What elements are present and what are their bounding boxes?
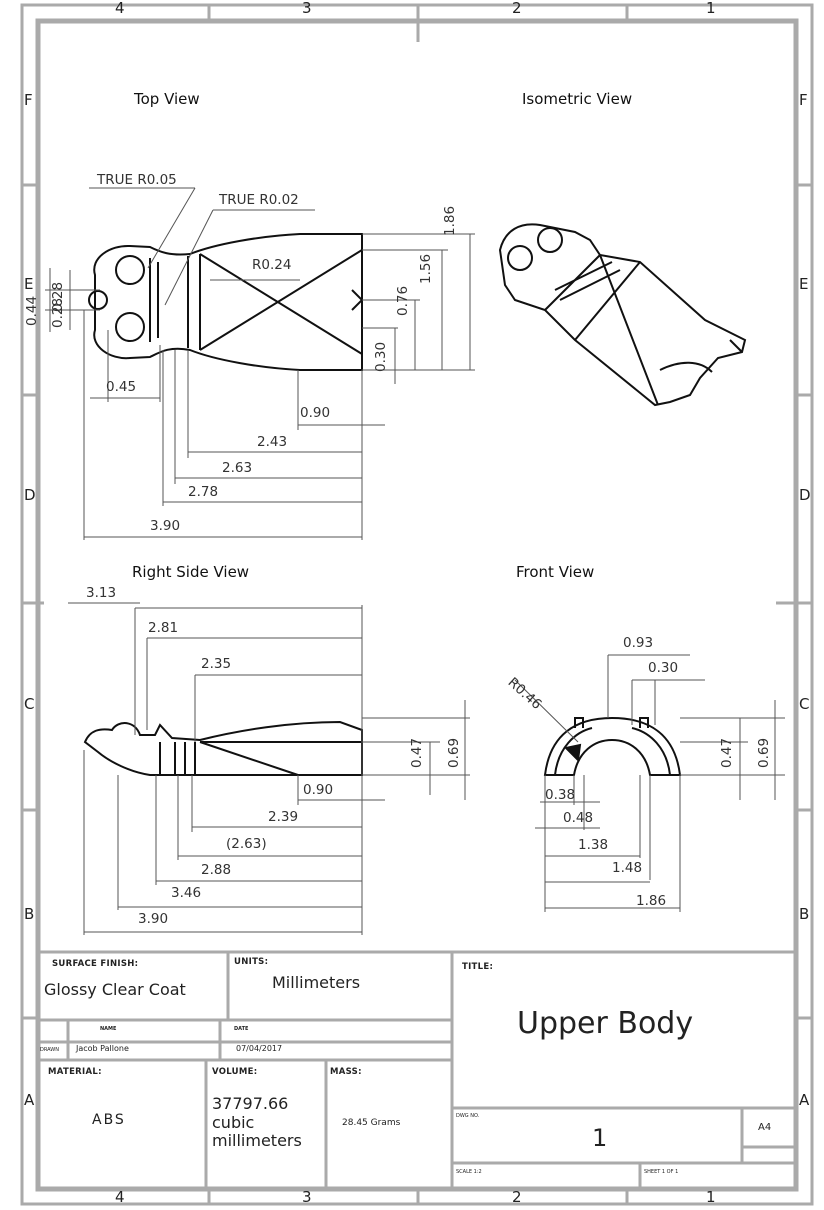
title-label: TITLE: xyxy=(462,962,494,972)
dim-028-b: 0.28 xyxy=(50,297,66,328)
isometric-view-part xyxy=(498,223,747,407)
zone-row-a-left: A xyxy=(24,1091,35,1109)
zone-row-b-left: B xyxy=(24,905,35,923)
zone-col-2-bottom: 2 xyxy=(512,1188,522,1206)
isometric-view-title: Isometric View xyxy=(522,90,633,108)
dim-288: 2.88 xyxy=(201,862,232,878)
top-view-title: Top View xyxy=(134,90,200,108)
dim-069-front: 0.69 xyxy=(756,737,772,768)
dim-156-top: 1.56 xyxy=(418,253,434,284)
top-view-part xyxy=(88,233,364,371)
zone-row-c-left: C xyxy=(24,695,35,713)
material-label: MATERIAL: xyxy=(48,1067,102,1077)
title-block-grid xyxy=(38,950,796,1189)
dim-048: 0.48 xyxy=(563,810,594,826)
right-side-view-dims xyxy=(68,602,470,935)
dim-390-side: 3.90 xyxy=(138,911,169,927)
front-view-part xyxy=(543,716,682,776)
top-view-dims xyxy=(45,187,475,540)
dim-047-front: 0.47 xyxy=(719,737,735,768)
surface-finish-value: Glossy Clear Coat xyxy=(44,980,186,999)
scale-label: SCALE 1:2 xyxy=(456,1169,482,1175)
dim-047-side: 0.47 xyxy=(409,737,425,768)
dim-r024: R0.24 xyxy=(252,257,292,273)
mass-value: 28.45 Grams xyxy=(342,1118,401,1128)
zone-row-e-right: E xyxy=(799,275,809,293)
date-label: DATE xyxy=(234,1026,249,1032)
front-view-title: Front View xyxy=(516,563,595,581)
front-view-dims xyxy=(514,654,785,912)
sheet-label: SHEET 1 OF 1 xyxy=(644,1169,679,1175)
dim-243: 2.43 xyxy=(257,434,288,450)
zone-row-d-left: D xyxy=(24,486,36,504)
dim-044: 0.44 xyxy=(24,295,40,326)
name-label: NAME xyxy=(100,1026,117,1032)
volume-label: VOLUME: xyxy=(212,1067,258,1077)
dim-235: 2.35 xyxy=(201,656,232,672)
material-value: ABS xyxy=(92,1112,126,1128)
zone-row-f-left: F xyxy=(24,91,33,109)
surface-finish-label: SURFACE FINISH: xyxy=(52,959,139,969)
dwg-no-value: 1 xyxy=(592,1124,608,1152)
zone-row-e-left: E xyxy=(24,275,34,293)
drawn-date: 07/04/2017 xyxy=(236,1044,283,1053)
right-side-view-part xyxy=(83,720,363,776)
dim-148: 1.48 xyxy=(612,860,643,876)
zone-col-3-bottom: 3 xyxy=(302,1188,312,1206)
dim-346: 3.46 xyxy=(171,885,202,901)
dim-069-side: 0.69 xyxy=(446,737,462,768)
units-value: Millimeters xyxy=(272,973,361,992)
volume-value-3: millimeters xyxy=(212,1131,302,1150)
dim-186-top: 1.86 xyxy=(442,205,458,236)
right-side-view-title: Right Side View xyxy=(132,563,250,581)
dim-263-side: (2.63) xyxy=(226,836,267,852)
volume-value-1: 37797.66 xyxy=(212,1094,289,1113)
zone-row-f-right: F xyxy=(799,91,808,109)
dim-038: 0.38 xyxy=(545,787,576,803)
mass-label: MASS: xyxy=(330,1067,362,1077)
dim-390-top: 3.90 xyxy=(150,518,181,534)
zone-row-b-right: B xyxy=(799,905,810,923)
drawing-title: Upper Body xyxy=(517,1006,694,1041)
units-label: UNITS: xyxy=(234,957,269,967)
dim-076-top: 0.76 xyxy=(395,285,411,316)
zone-col-4-top: 4 xyxy=(115,0,125,17)
dim-138: 1.38 xyxy=(578,837,609,853)
dim-093: 0.93 xyxy=(623,635,654,651)
dim-313: 3.13 xyxy=(86,585,117,601)
zone-ticks xyxy=(22,5,812,1204)
zone-col-2-top: 2 xyxy=(512,0,522,17)
dim-030-front: 0.30 xyxy=(648,660,679,676)
sheet-size: A4 xyxy=(758,1122,772,1133)
zone-row-d-right: D xyxy=(799,486,811,504)
dim-239: 2.39 xyxy=(268,809,299,825)
dwg-no-label: DWG NO. xyxy=(456,1113,480,1119)
dim-true-r005: TRUE R0.05 xyxy=(97,172,177,188)
zone-row-c-right: C xyxy=(799,695,810,713)
dim-090-side: 0.90 xyxy=(303,782,334,798)
zone-col-1-top: 1 xyxy=(706,0,716,17)
dim-true-r002: TRUE R0.02 xyxy=(219,192,299,208)
zone-col-1-bottom: 1 xyxy=(706,1188,716,1206)
drawn-label: DRAWN xyxy=(40,1047,59,1053)
dim-030-top: 0.30 xyxy=(373,341,389,372)
dim-090-top: 0.90 xyxy=(300,405,331,421)
drawn-name: Jacob Pallone xyxy=(76,1044,129,1053)
dim-281: 2.81 xyxy=(148,620,179,636)
dim-186-front: 1.86 xyxy=(636,893,667,909)
volume-value-2: cubic xyxy=(212,1113,255,1132)
zone-col-4-bottom: 4 xyxy=(115,1188,125,1206)
dim-045: 0.45 xyxy=(106,379,137,395)
dim-278: 2.78 xyxy=(188,484,219,500)
dim-263-top: 2.63 xyxy=(222,460,253,476)
zone-row-a-right: A xyxy=(799,1091,810,1109)
zone-col-3-top: 3 xyxy=(302,0,312,17)
